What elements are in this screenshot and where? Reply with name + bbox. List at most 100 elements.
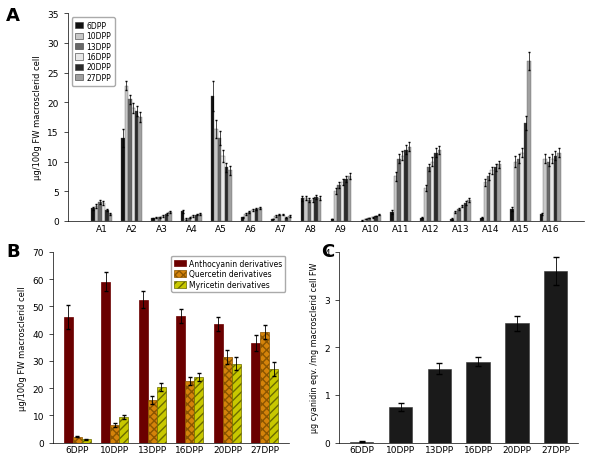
Y-axis label: µg/100g FW macrosclerid cell: µg/100g FW macrosclerid cell (18, 285, 27, 410)
Bar (350, 442, 373, 443)
Bar (162, 217, 165, 221)
Bar (284, 218, 288, 221)
Bar (517, 159, 520, 221)
Bar (95, 207, 98, 221)
Bar (420, 218, 424, 221)
Bar (484, 183, 487, 221)
Bar (371, 218, 374, 221)
Bar (232, 364, 241, 443)
Bar (135, 112, 139, 221)
Bar (248, 212, 251, 221)
Legend: 6DPP, 10DPP, 13DPP, 16DPP, 20DPP, 27DPP: 6DPP, 10DPP, 13DPP, 16DPP, 20DPP, 27DPP (71, 18, 114, 87)
Bar (368, 218, 371, 221)
Bar (241, 218, 244, 221)
Bar (401, 156, 404, 221)
Bar (281, 216, 284, 221)
Bar (278, 216, 281, 221)
Bar (98, 202, 101, 221)
Bar (348, 177, 351, 221)
Bar (119, 417, 129, 443)
Bar (128, 100, 132, 221)
Bar (341, 183, 345, 221)
Bar (271, 219, 274, 221)
Bar (194, 377, 204, 443)
Bar (318, 199, 322, 221)
Bar (454, 212, 457, 221)
Bar (244, 214, 248, 221)
Bar (101, 204, 105, 221)
Bar (391, 212, 394, 221)
Bar (497, 165, 501, 221)
Bar (314, 198, 318, 221)
Bar (505, 324, 529, 443)
Bar (457, 209, 461, 221)
Bar (520, 153, 524, 221)
Bar (214, 129, 218, 221)
Bar (158, 218, 162, 221)
Bar (139, 300, 148, 443)
Bar (389, 407, 412, 443)
Bar (73, 436, 82, 443)
Text: B: B (6, 243, 19, 261)
Bar (101, 282, 110, 443)
Bar (311, 201, 314, 221)
Bar (191, 217, 195, 221)
Bar (557, 153, 560, 221)
Bar (214, 324, 223, 443)
Bar (195, 216, 198, 221)
Bar (301, 199, 304, 221)
Bar (480, 218, 484, 221)
Bar (270, 369, 278, 443)
Bar (408, 148, 411, 221)
Bar (258, 208, 261, 221)
Bar (181, 212, 185, 221)
Bar (211, 97, 214, 221)
Bar (378, 216, 381, 221)
Bar (255, 209, 258, 221)
Bar (467, 201, 471, 221)
Bar (337, 186, 341, 221)
Bar (288, 217, 291, 221)
Bar (464, 204, 467, 221)
Bar (547, 162, 550, 221)
Bar (427, 168, 431, 221)
Bar (64, 317, 73, 443)
Bar (228, 171, 232, 221)
Bar (124, 87, 128, 221)
Bar (438, 150, 441, 221)
Bar (527, 61, 531, 221)
Bar (334, 192, 337, 221)
Bar (374, 217, 378, 221)
Bar (221, 156, 225, 221)
Bar (218, 139, 221, 221)
Bar (109, 214, 112, 221)
Bar (91, 209, 95, 221)
Bar (510, 209, 513, 221)
Bar (461, 207, 464, 221)
Bar (157, 387, 166, 443)
Legend: Anthocyanin derivatives, Quercetin derivatives, Myricetin derivatives: Anthocyanin derivatives, Quercetin deriv… (172, 256, 286, 292)
Bar (274, 217, 278, 221)
Bar (490, 171, 494, 221)
Bar (544, 271, 568, 443)
Bar (524, 124, 527, 221)
Bar (450, 219, 454, 221)
Bar (225, 168, 228, 221)
Bar (188, 218, 191, 221)
Bar (121, 139, 124, 221)
Bar (404, 150, 408, 221)
Bar (251, 211, 255, 221)
Bar (105, 211, 109, 221)
Bar (139, 118, 142, 221)
Bar (110, 425, 119, 443)
Text: C: C (322, 243, 335, 261)
Bar (155, 218, 158, 221)
Bar (424, 189, 427, 221)
Bar (543, 159, 547, 221)
Bar (165, 214, 168, 221)
Bar (148, 400, 157, 443)
Bar (434, 153, 438, 221)
Bar (198, 214, 202, 221)
Bar (550, 159, 554, 221)
Bar (397, 159, 401, 221)
